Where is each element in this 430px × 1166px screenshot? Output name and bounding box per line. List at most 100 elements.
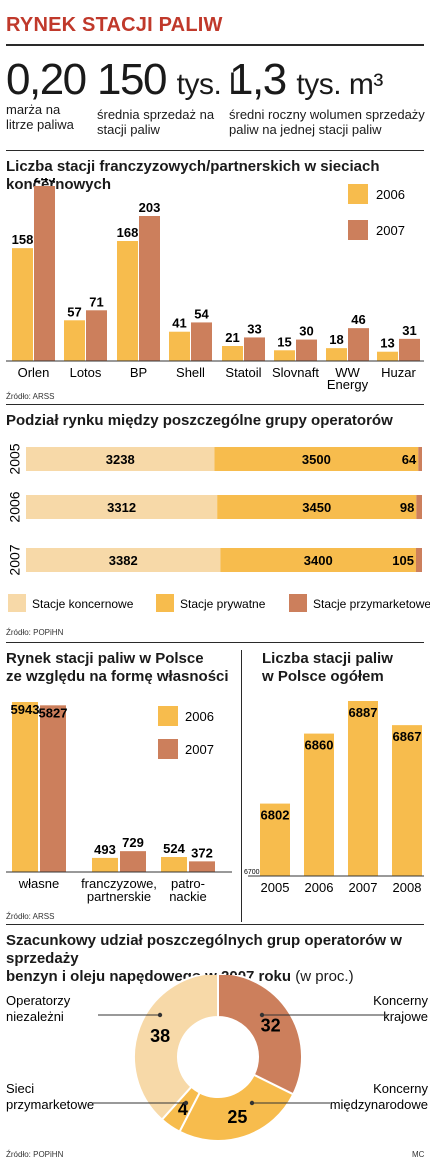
donut-slice <box>178 1073 295 1142</box>
chart4-title: Liczba stacji paliw w Polsce ogółem <box>262 650 393 685</box>
chart1-source: Źródło: ARSS <box>6 392 55 401</box>
slice-value: 32 <box>261 1015 281 1035</box>
bar <box>34 186 55 361</box>
bar <box>120 851 146 872</box>
chart1-title: Liczba stacji franczyzowych/partnerskich… <box>6 158 380 193</box>
legend-label: 2006 <box>185 709 214 724</box>
data-label: 13 <box>380 336 394 351</box>
data-label: 5827 <box>39 705 68 720</box>
stat-margin: 0,20 marża na litrze paliwa <box>6 58 87 133</box>
data-label: 3450 <box>302 500 331 515</box>
stack-segment <box>416 495 422 519</box>
year-label: 2006 <box>7 491 23 522</box>
data-label: 245 <box>34 178 56 185</box>
data-label: 6887 <box>349 705 378 720</box>
leader-dot <box>157 1012 163 1018</box>
data-label: 158 <box>12 232 34 247</box>
stack-segment <box>415 548 422 572</box>
category-label: 2007 <box>349 880 378 895</box>
data-label: 6802 <box>261 808 290 823</box>
bar <box>189 861 215 872</box>
stack-segment <box>217 495 417 519</box>
category-label: 2006 <box>305 880 334 895</box>
bar <box>139 216 160 361</box>
bar <box>348 328 369 361</box>
legend-label: Stacje przymarketowe <box>313 597 430 611</box>
slice-label: Koncerny <box>373 993 428 1008</box>
legend-label: 2006 <box>376 187 405 202</box>
data-label: 3500 <box>302 452 331 467</box>
category-label: WW <box>335 365 360 380</box>
data-label: 168 <box>117 225 139 240</box>
data-label: 71 <box>89 294 103 309</box>
category-label: 2008 <box>393 880 422 895</box>
slice-label: przymarketowe <box>6 1097 94 1112</box>
category-label: Slovnaft <box>272 365 319 380</box>
bar <box>92 857 118 872</box>
stat-sales: 150 tys. l średnia sprzedaż na stacji pa… <box>97 55 236 138</box>
stat-desc: średnia sprzedaż na stacji paliw <box>97 107 215 137</box>
data-label: 21 <box>225 330 239 345</box>
category-label: Statoil <box>225 365 261 380</box>
divider <box>241 650 242 922</box>
slice-value: 25 <box>227 1107 247 1127</box>
bar <box>326 348 347 361</box>
bar <box>260 803 290 876</box>
chart2-svg: 2005 3238 3500 64 2006 3312 3450 98 2007 3382 3400… <box>7 443 430 612</box>
data-label: 30 <box>299 324 313 339</box>
data-label: 729 <box>122 835 144 850</box>
stack-segment <box>220 548 416 572</box>
data-label: 105 <box>392 553 414 568</box>
slice-value: 38 <box>150 1026 170 1046</box>
slice-label: Sieci <box>6 1081 34 1096</box>
bar <box>244 337 265 361</box>
data-label: 3400 <box>304 553 333 568</box>
legend-swatch <box>158 739 178 759</box>
leader-dot <box>183 1100 189 1106</box>
divider <box>6 404 424 405</box>
bar <box>169 331 190 361</box>
category-label: patro- <box>171 876 205 891</box>
stat-desc: marża na litrze paliwa <box>6 102 74 132</box>
stack-segment <box>26 447 215 471</box>
data-label: 203 <box>139 200 161 215</box>
stack-segment <box>214 447 419 471</box>
data-label: 493 <box>94 842 116 857</box>
data-label: 6860 <box>305 738 334 753</box>
leader-dot <box>249 1100 255 1106</box>
divider <box>6 642 424 643</box>
data-label: 57 <box>67 304 81 319</box>
bar <box>348 701 378 876</box>
bar <box>12 702 38 872</box>
bar <box>377 351 398 361</box>
category-label: własne <box>18 876 59 891</box>
data-label: 33 <box>247 321 261 336</box>
category-label: Energy <box>327 377 369 392</box>
bar <box>191 322 212 361</box>
legend-swatch <box>158 706 178 726</box>
data-label: 15 <box>277 334 291 349</box>
bar <box>40 705 66 872</box>
legend-label: Stacje prywatne <box>180 597 266 611</box>
category-label: Lotos <box>70 365 102 380</box>
data-label: 3382 <box>109 553 138 568</box>
chart3-title: Rynek stacji paliw w Polsce ze względu n… <box>6 650 229 685</box>
bar <box>86 310 107 361</box>
bar <box>392 725 422 876</box>
legend-label: 2007 <box>185 742 214 757</box>
category-label: BP <box>130 365 147 380</box>
stack-segment <box>26 548 221 572</box>
stat-value: 150 tys. l <box>97 55 236 104</box>
stat-value: 1,3 tys. m³ <box>229 55 383 104</box>
header-rule <box>6 44 424 46</box>
divider <box>6 150 424 151</box>
slice-label: krajowe <box>383 1009 428 1024</box>
legend-label: Stacje koncernowe <box>32 597 134 611</box>
slice-label: Koncerny <box>373 1081 428 1096</box>
category-label: Orlen <box>18 365 50 380</box>
slice-label: niezależni <box>6 1009 64 1024</box>
chart2-title: Podział rynku między poszczególne grupy … <box>6 412 393 429</box>
bar <box>12 248 33 361</box>
chart2-source: Źródło: POPiHN <box>6 628 64 637</box>
slice-label: międzynarodowe <box>330 1097 428 1112</box>
